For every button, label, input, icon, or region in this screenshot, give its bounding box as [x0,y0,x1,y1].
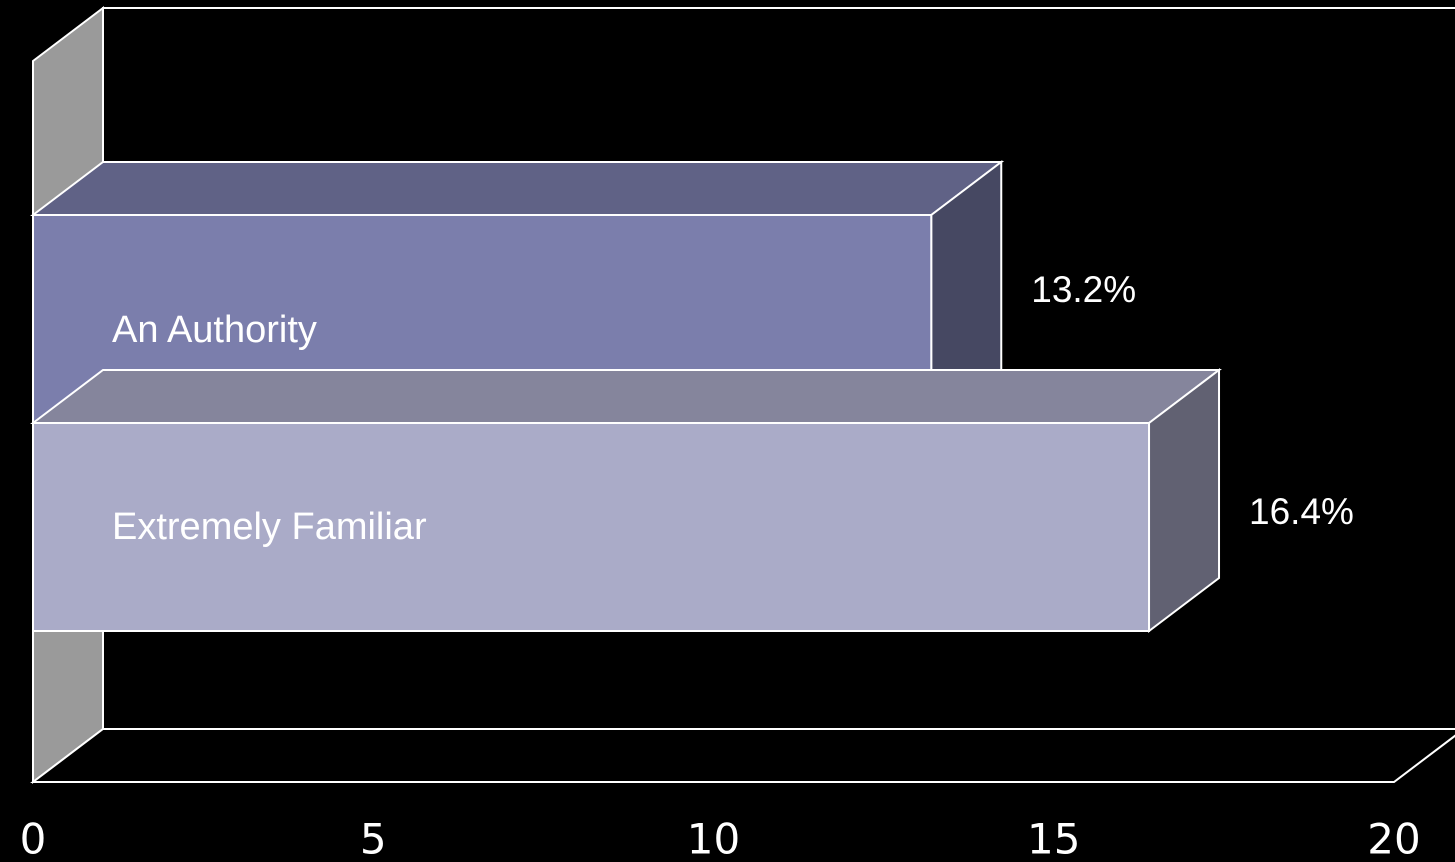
bar-top-face [30,369,1222,424]
x-axis-ticks: 0 5 10 15 20 [20,815,1421,862]
category-label: Extremely Familiar [112,506,427,548]
x-tick-label: 10 [687,815,740,862]
data-label: 13.2% [1031,269,1136,310]
chart-bars: An Authority 13.2% Extremely Familiar 16.4% [30,159,1354,634]
x-tick-label: 20 [1367,815,1420,862]
bar-2: Extremely Familiar 16.4% [30,367,1354,634]
bar-top-face [30,161,1005,216]
x-tick-label: 5 [360,815,387,862]
x-tick-label: 15 [1027,815,1080,862]
floor [30,728,1455,783]
category-label: An Authority [112,309,317,351]
data-label: 16.4% [1249,491,1354,532]
bar-front-face [32,422,1151,632]
x-tick-label: 0 [20,815,47,862]
